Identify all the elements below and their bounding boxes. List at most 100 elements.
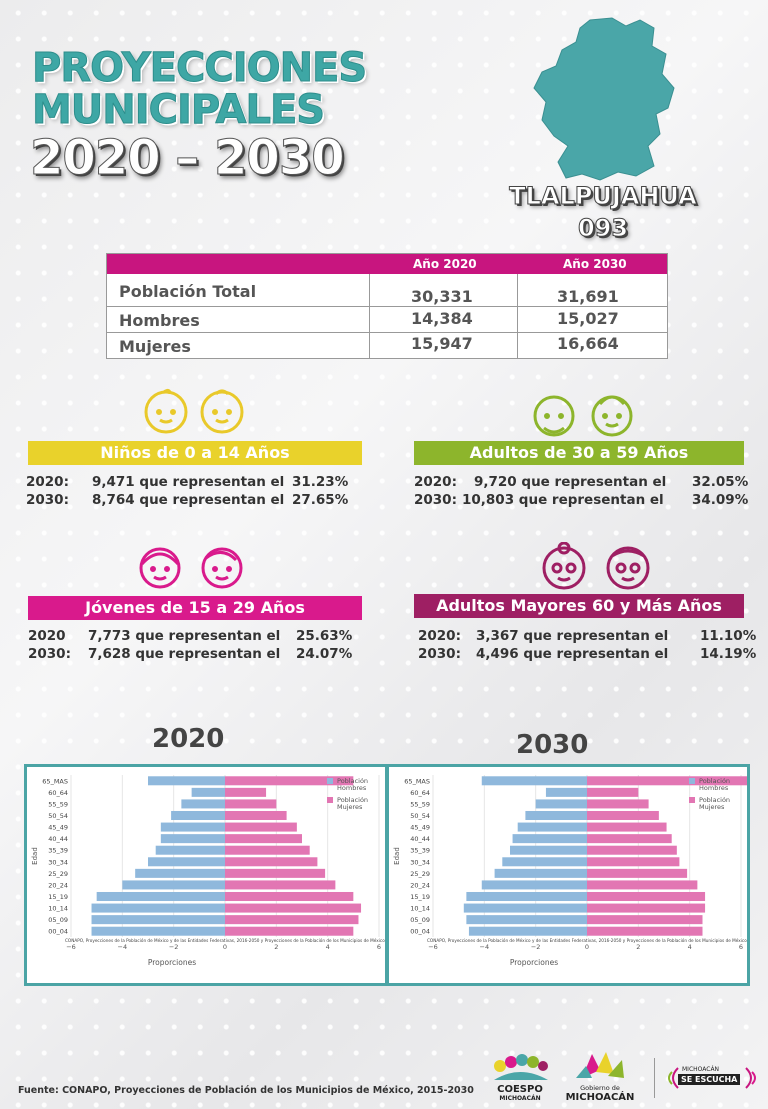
mayores-2020-pct: 11.10%	[700, 628, 757, 644]
y-tick-label: 05_09	[48, 916, 68, 924]
pyramid-bar	[225, 868, 326, 878]
gobierno-emblem-icon	[576, 1052, 624, 1078]
pyramid-bar	[225, 822, 297, 832]
pyramid-bar	[510, 845, 587, 855]
pyramid-bar	[587, 776, 757, 786]
pyramid-bar	[225, 799, 277, 809]
pyramid-bar	[225, 776, 354, 786]
adultos-banner: Adultos de 30 a 59 Años	[414, 441, 744, 465]
adultos-2030-pct: 34.09%	[692, 492, 749, 508]
y-tick-label: 05_09	[410, 916, 430, 924]
pyramid-bar	[545, 787, 587, 797]
adultos-2020-text: 9,720 que representan el	[474, 474, 667, 490]
title-line-1: PROYECCIONES	[31, 45, 367, 91]
y-tick-label: 45_49	[48, 824, 68, 832]
municipality-code: 093	[577, 214, 629, 243]
x-tick-label: −6	[428, 943, 438, 951]
col-2030-header: Año 2030	[563, 257, 627, 271]
y-tick-label: 50_54	[48, 812, 68, 820]
pyramid-bar	[535, 799, 587, 809]
pyramid-bar	[494, 868, 587, 878]
ninos-2020-text: 9,471 que representan el	[92, 474, 285, 490]
ninos-2030-text: 8,764 que representan el	[92, 492, 285, 508]
pyramid-bar	[466, 891, 587, 902]
pyramid-bar	[587, 926, 703, 936]
pyramid-bar	[225, 845, 310, 855]
pyramid-bar	[512, 834, 587, 844]
y-tick-label: 65_MAS	[42, 777, 68, 785]
youth-faces-icon	[139, 547, 243, 589]
table-row: Mujeres 15,947 16,664	[107, 332, 667, 359]
mayores-2020-year: 2020:	[418, 628, 461, 644]
jovenes-banner: Jóvenes de 15 a 29 Años	[28, 596, 362, 620]
x-tick-label: 4	[688, 943, 692, 951]
pyramid-bar	[225, 834, 302, 844]
pyramid-bar	[463, 903, 587, 913]
pyramid-bar	[587, 868, 688, 878]
y-tick-label: 00_04	[410, 928, 430, 936]
pyramid-bar	[191, 787, 225, 797]
y-tick-label: 15_19	[410, 893, 430, 901]
footer-source: Fuente: CONAPO, Proyecciones de Població…	[18, 1085, 474, 1096]
y-tick-label: 15_19	[48, 893, 68, 901]
gobierno-label-1: Gobierno de	[580, 1084, 620, 1092]
legend-label: Hombres	[699, 784, 729, 792]
adultos-2030-text: 10,803 que representan el	[462, 492, 664, 508]
children-faces-icon	[144, 388, 244, 434]
jovenes-2030-pct: 24.07%	[296, 646, 353, 662]
pyramid-bar	[587, 822, 667, 832]
pyramid-bar	[181, 799, 225, 809]
pyramid-bar	[160, 834, 225, 844]
y-tick-label: 65_MAS	[404, 777, 430, 785]
gobierno-label-2: MICHOACÁN	[565, 1092, 635, 1103]
mayores-banner: Adultos Mayores 60 y Más Años	[414, 594, 744, 618]
pyramid-bar	[225, 857, 318, 867]
pyramid-bar	[468, 926, 587, 936]
chart-2020-frame: −6 −4 −2 0 2 4 6 00_04 05_09 10_14 15_19 20_24 25_29…	[24, 764, 412, 986]
x-tick-label: 0	[585, 943, 589, 951]
y-tick-label: 55_59	[48, 800, 68, 808]
pyramid-bar	[91, 915, 226, 925]
row-label: Población Total	[119, 282, 257, 301]
legend-swatch	[689, 778, 695, 784]
ninos-2020-pct: 31.23%	[292, 474, 349, 490]
jovenes-2030-text: 7,628 que representan el	[88, 646, 281, 662]
se-escucha-label-2: SE ESCUCHA	[678, 1074, 741, 1085]
coespo-label: COESPO	[497, 1084, 543, 1095]
pyramid-bar	[225, 891, 354, 902]
mayores-2020-text: 3,367 que representan el	[476, 628, 669, 644]
y-tick-label: 35_39	[410, 847, 430, 855]
ninos-banner: Niños de 0 a 14 Años	[28, 441, 362, 465]
jovenes-2020-pct: 25.63%	[296, 628, 353, 644]
ninos-2030-pct: 27.65%	[292, 492, 349, 508]
column-divider	[517, 274, 518, 358]
pyramid-bar	[135, 868, 225, 878]
pyramid-bar	[122, 880, 225, 890]
x-tick-label: 0	[223, 943, 227, 951]
col-2020-header: Año 2020	[413, 257, 477, 271]
pyramid-chart-2020: −6 −4 −2 0 2 4 6 00_04 05_09 10_14 15_19 20_24 25_29…	[31, 775, 412, 967]
sound-waves-left-icon	[668, 1067, 679, 1089]
ninos-2030-year: 2030:	[26, 492, 69, 508]
x-axis-label: Proporciones	[510, 958, 558, 967]
y-tick-label: 20_24	[48, 881, 68, 889]
coespo-logo: COESPO MICHOACÁN	[492, 1052, 548, 1102]
pyramid-bar	[171, 810, 225, 821]
table-row: Hombres 14,384 15,027	[107, 306, 667, 333]
x-tick-label: 6	[377, 943, 381, 951]
se-escucha-label-1: MICHOACÁN	[682, 1066, 720, 1073]
population-table: Año 2020 Año 2030 Población Total 30,331…	[106, 253, 668, 359]
y-tick-label: 30_34	[410, 858, 430, 866]
adultos-2020-pct: 32.05%	[692, 474, 749, 490]
y-tick-label: 35_39	[48, 847, 68, 855]
mayores-2030-pct: 14.19%	[700, 646, 757, 662]
coespo-people-icon	[494, 1054, 548, 1080]
y-tick-label: 60_64	[410, 789, 430, 797]
value-2020: 30,331	[411, 287, 473, 306]
adults-faces-icon	[533, 395, 633, 437]
pyramid-bar	[225, 787, 267, 797]
x-tick-label: 6	[739, 943, 743, 951]
jovenes-2030-year: 2030:	[28, 646, 71, 662]
value-2020: 15,947	[411, 334, 473, 353]
pyramid-bar	[587, 915, 703, 925]
